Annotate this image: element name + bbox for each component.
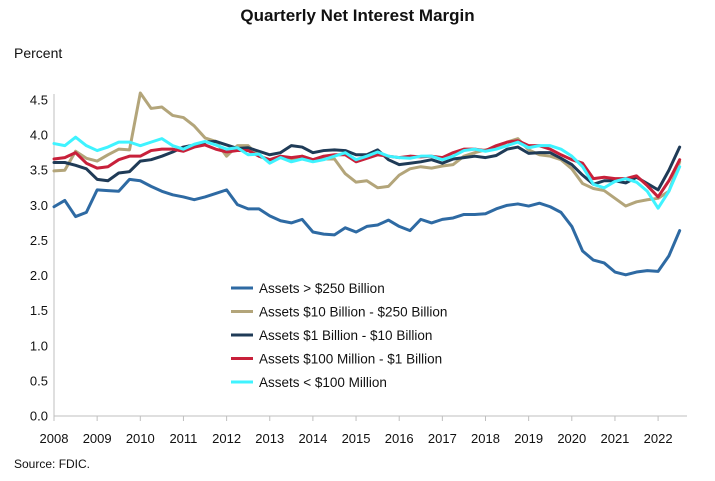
- x-tick-label: 2011: [169, 431, 197, 446]
- source-note: Source: FDIC.: [14, 457, 91, 471]
- series-line-5: [52, 135, 682, 210]
- x-tick-label: 2008: [40, 431, 69, 446]
- legend-label: Assets $1 Billion - $10 Billion: [259, 328, 432, 343]
- x-tick-label: 2021: [600, 431, 629, 446]
- y-tick-label: 0.5: [30, 373, 48, 388]
- y-tick-label: 3.0: [30, 198, 48, 213]
- x-tick-label: 2017: [428, 431, 457, 446]
- x-tick-label: 2022: [644, 431, 673, 446]
- series-lines: [52, 91, 682, 277]
- x-tick-label: 2019: [514, 431, 543, 446]
- x-tick-label: 2010: [126, 431, 155, 446]
- x-tick-label: 2015: [342, 431, 371, 446]
- y-tick-label: 0.0: [30, 409, 48, 424]
- axes: 0.0 0.5 1.0 1.5 2.0 2.5 3.0 3.5 4.0 4.5 2008 2009 20…: [30, 93, 687, 446]
- legend: Assets > $250 Billion Assets $10 Billion …: [223, 274, 485, 394]
- x-tick-label: 2020: [557, 431, 586, 446]
- y-tick-label: 4.0: [30, 128, 48, 143]
- y-tick-label: 1.0: [30, 338, 48, 353]
- x-tick-label: 2012: [212, 431, 241, 446]
- legend-background: [223, 274, 485, 394]
- legend-label: Assets $10 Billion - $250 Billion: [259, 305, 447, 320]
- series-line-2: [52, 91, 682, 208]
- chart-title: Quarterly Net Interest Margin: [240, 6, 475, 25]
- y-tick-label: 1.5: [30, 303, 48, 318]
- y-tick-label: 2.0: [30, 268, 48, 283]
- legend-label: Assets > $250 Billion: [259, 281, 385, 296]
- y-tick-label: 3.5: [30, 163, 48, 178]
- series-line-4: [52, 139, 682, 199]
- x-tick-label: 2014: [298, 431, 327, 446]
- x-tick-label: 2016: [385, 431, 414, 446]
- y-tick-label: 4.5: [30, 93, 48, 108]
- legend-label: Assets $100 Million - $1 Billion: [259, 352, 442, 367]
- x-tick-label: 2013: [255, 431, 284, 446]
- legend-label: Assets < $100 Million: [259, 375, 387, 390]
- series-line-1: [52, 177, 682, 277]
- y-tick-label: 2.5: [30, 233, 48, 248]
- y-axis-unit-label: Percent: [14, 45, 63, 61]
- x-tick-label: 2009: [83, 431, 112, 446]
- x-tick-label: 2018: [471, 431, 500, 446]
